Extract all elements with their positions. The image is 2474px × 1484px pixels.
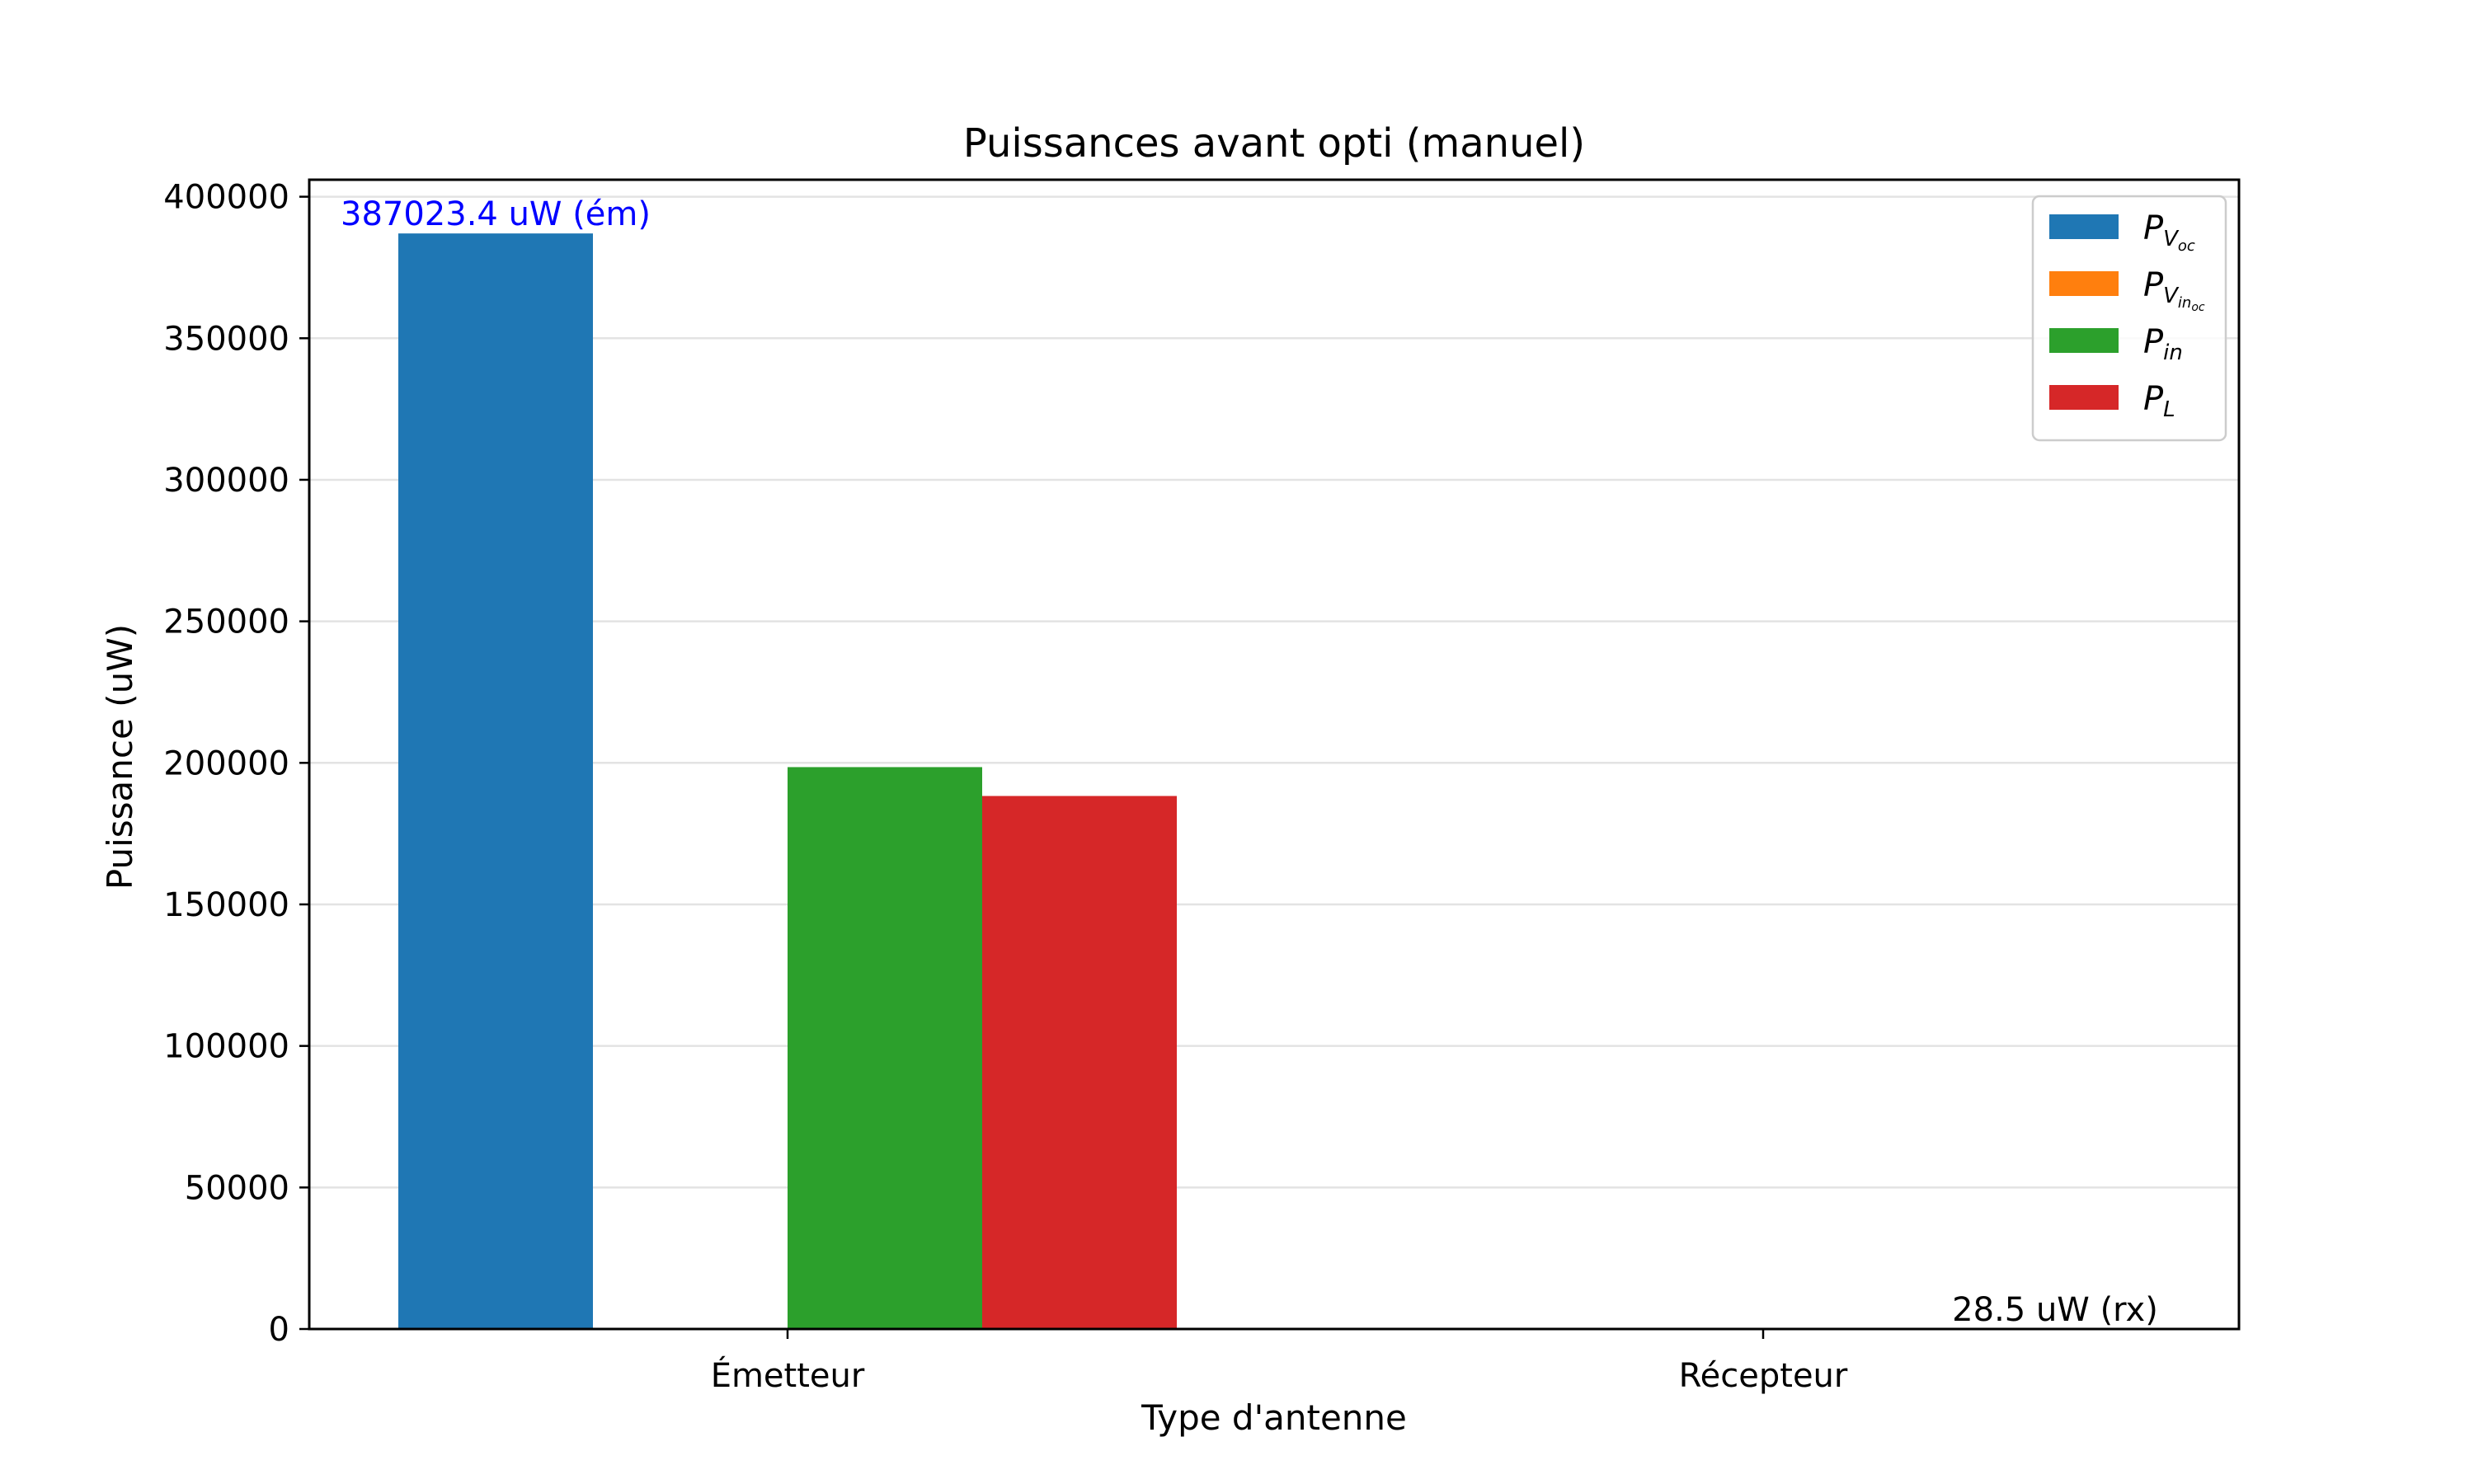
bar xyxy=(982,796,1177,1329)
y-tick-label: 100000 xyxy=(163,1028,289,1066)
x-tick-label: Émetteur xyxy=(711,1355,865,1395)
y-tick-label: 300000 xyxy=(163,462,289,500)
y-tick-label: 200000 xyxy=(163,744,289,782)
data-annotation: 387023.4 uW (ém) xyxy=(341,195,651,233)
y-tick-label: 350000 xyxy=(163,320,289,358)
legend-swatch xyxy=(2049,214,2119,239)
bar xyxy=(398,233,593,1329)
plot-area: 0 50000 100000 150000 200000 250000 300000 3500… xyxy=(163,178,2241,1395)
legend-label: PVoc xyxy=(2143,209,2195,255)
legend-label: PL xyxy=(2143,380,2175,422)
axes-frame xyxy=(308,178,2241,1331)
bar xyxy=(788,767,982,1329)
x-axis-label: Type d'antenne xyxy=(1141,1397,1407,1438)
legend-swatch xyxy=(2049,385,2119,410)
y-tick-label: 0 xyxy=(269,1311,289,1349)
legend-box xyxy=(2031,195,2227,442)
y-tick-label: 250000 xyxy=(163,603,289,641)
legend-label: PVinoc xyxy=(2143,266,2205,314)
y-tick-label: 150000 xyxy=(163,886,289,924)
y-tick-label: 50000 xyxy=(185,1169,289,1207)
chart-title: Puissances avant opti (manuel) xyxy=(963,120,1585,167)
y-axis-label: Puissance (uW) xyxy=(100,624,140,890)
legend: PVoc PVinoc Pin PL xyxy=(2031,195,2227,442)
x-tick-label: Récepteur xyxy=(1679,1357,1848,1395)
legend-label: Pin xyxy=(2143,323,2183,365)
legend-swatch xyxy=(2049,328,2119,353)
legend-swatch xyxy=(2049,271,2119,296)
data-annotation: 28.5 uW (rx) xyxy=(1952,1291,2158,1329)
y-tick-label: 400000 xyxy=(163,179,289,217)
